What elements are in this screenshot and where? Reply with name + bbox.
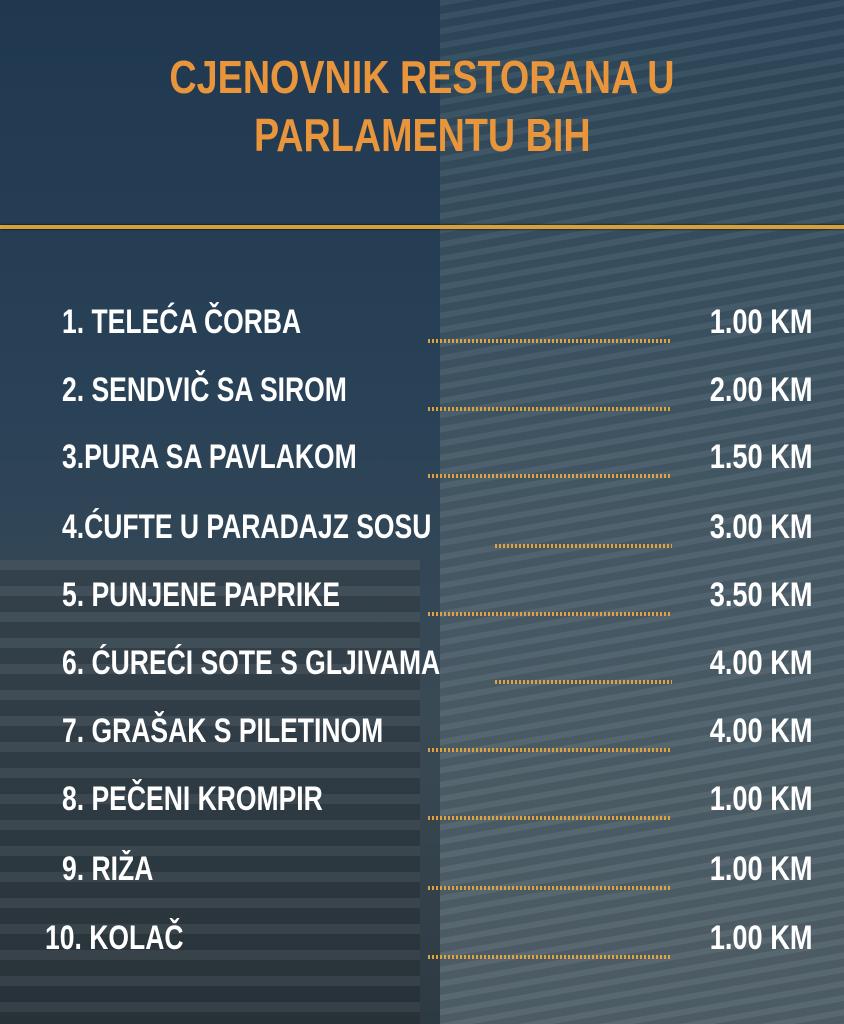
list-item: 10. KOLAČ 1.00 KM: [0, 919, 844, 969]
item-name: 3.PURA SA PAVLAKOM: [62, 438, 357, 476]
dot-leader: [428, 339, 672, 343]
item-price: 3.50 KM: [709, 576, 812, 614]
list-item: 5. PUNJENE PAPRIKE 3.50 KM: [0, 576, 844, 626]
item-price: 4.00 KM: [709, 644, 812, 682]
item-name: 1. TELEĆA ČORBA: [62, 303, 302, 341]
item-name: 10. KOLAČ: [45, 919, 184, 957]
list-item: 2. SENDVIČ SA SIROM 2.00 KM: [0, 371, 844, 421]
item-name: 5. PUNJENE PAPRIKE: [62, 576, 341, 614]
list-item: 9. RIŽA 1.00 KM: [0, 850, 844, 900]
list-item: 4.ĆUFTE U PARADAJZ SOSU 3.00 KM: [0, 508, 844, 558]
dot-leader: [495, 680, 672, 684]
dot-leader: [428, 886, 672, 890]
item-price: 3.00 KM: [709, 508, 812, 546]
item-price: 4.00 KM: [709, 712, 812, 750]
dot-leader: [428, 748, 672, 752]
item-name: 4.ĆUFTE U PARADAJZ SOSU: [62, 508, 432, 546]
item-price: 1.50 KM: [709, 438, 812, 476]
item-price: 1.00 KM: [709, 850, 812, 888]
item-price: 1.00 KM: [709, 780, 812, 818]
background-building-right: [440, 0, 844, 1024]
title-line-2: PARLAMENTU BIH: [253, 109, 591, 161]
item-name: 9. RIŽA: [62, 850, 154, 888]
divider-rule: [0, 225, 844, 229]
dot-leader: [495, 544, 672, 548]
list-item: 6. ĆUREĆI SOTE S GLJIVAMA 4.00 KM: [0, 644, 844, 694]
list-item: 3.PURA SA PAVLAKOM 1.50 KM: [0, 438, 844, 488]
background-building-left: [0, 560, 420, 1024]
menu-title: CJENOVNIK RESTORANA U PARLAMENTU BIH: [0, 48, 844, 164]
item-name: 7. GRAŠAK S PILETINOM: [62, 712, 384, 750]
list-item: 1. TELEĆA ČORBA 1.00 KM: [0, 303, 844, 353]
item-price: 1.00 KM: [709, 303, 812, 341]
dot-leader: [428, 612, 672, 616]
item-price: 2.00 KM: [709, 371, 812, 409]
list-item: 7. GRAŠAK S PILETINOM 4.00 KM: [0, 712, 844, 762]
item-name: 2. SENDVIČ SA SIROM: [62, 371, 347, 409]
title-line-1: CJENOVNIK RESTORANA U: [169, 51, 675, 103]
item-price: 1.00 KM: [709, 919, 812, 957]
dot-leader: [428, 955, 672, 959]
dot-leader: [428, 407, 672, 411]
dot-leader: [428, 474, 672, 478]
item-name: 8. PEČENI KROMPIR: [62, 780, 323, 818]
dot-leader: [428, 816, 672, 820]
list-item: 8. PEČENI KROMPIR 1.00 KM: [0, 780, 844, 830]
item-name: 6. ĆUREĆI SOTE S GLJIVAMA: [62, 644, 441, 682]
